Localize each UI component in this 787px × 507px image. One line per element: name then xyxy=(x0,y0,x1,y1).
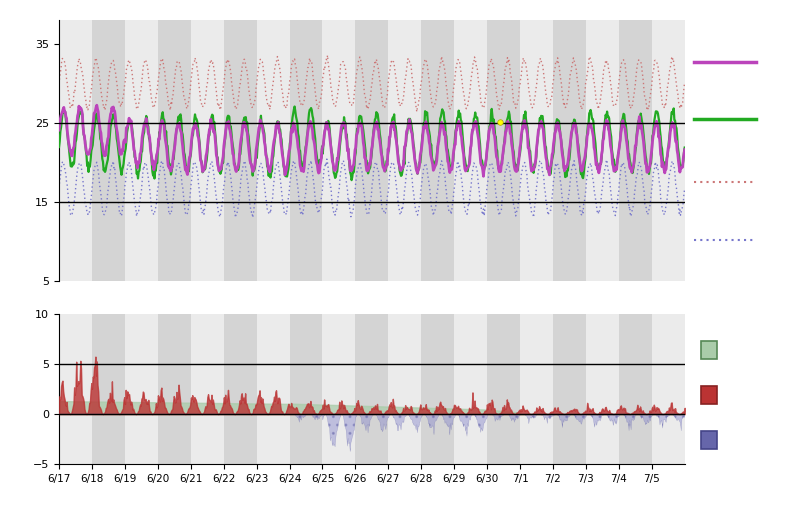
Bar xyxy=(257,20,290,281)
Bar xyxy=(59,20,92,281)
Bar xyxy=(454,314,487,464)
Bar xyxy=(323,20,356,281)
Bar xyxy=(520,314,553,464)
Bar xyxy=(125,20,158,281)
Bar xyxy=(257,314,290,464)
Bar xyxy=(520,20,553,281)
Bar xyxy=(652,314,685,464)
Bar xyxy=(586,20,619,281)
Bar xyxy=(190,20,224,281)
Bar xyxy=(586,314,619,464)
Bar xyxy=(59,314,92,464)
Bar xyxy=(388,20,421,281)
Bar xyxy=(323,314,356,464)
Bar xyxy=(190,314,224,464)
Bar xyxy=(701,431,718,449)
Bar xyxy=(454,20,487,281)
Bar xyxy=(652,20,685,281)
Bar xyxy=(125,314,158,464)
Bar xyxy=(701,386,718,404)
Bar xyxy=(701,341,718,359)
Bar xyxy=(388,314,421,464)
